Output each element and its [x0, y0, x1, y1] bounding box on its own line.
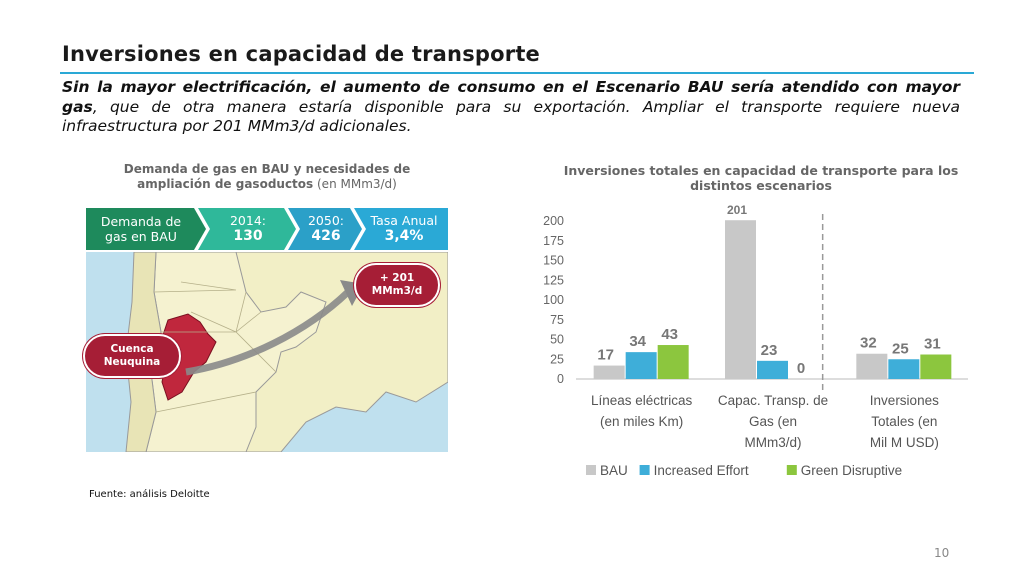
legend-swatch	[586, 465, 596, 475]
increase-bubble-line2: MMm3/d	[371, 285, 423, 297]
y-tick-label: 100	[543, 293, 564, 307]
data-label: 43	[661, 326, 678, 343]
y-tick-label: 75	[550, 313, 564, 327]
x-category-label: Líneas eléctricas	[591, 393, 693, 408]
x-category-label: (en miles Km)	[600, 414, 683, 429]
chevron-rate-label: Tasa Anual	[370, 213, 438, 228]
bar	[593, 365, 625, 379]
data-label: 201	[727, 203, 747, 217]
increase-bubble: + 201 MMm3/d	[354, 263, 440, 307]
y-tick-label: 125	[543, 273, 564, 287]
chevron-rate-value: 3,4%	[384, 228, 424, 244]
data-label: 17	[597, 347, 614, 364]
map-growth-arrow	[185, 289, 351, 376]
data-label: 32	[860, 335, 877, 352]
bar	[625, 352, 657, 379]
subtitle-bold: Sin la mayor electrificación, el aumento…	[62, 78, 960, 116]
basin-bubble-line2: Neuquina	[103, 356, 161, 368]
chevron-2050: 2050: 426	[294, 208, 358, 250]
chevron-2050-label: 2050:	[307, 213, 345, 228]
x-category-label: Totales (en	[871, 414, 937, 429]
bar	[757, 360, 788, 379]
data-label: 23	[761, 342, 778, 359]
bar	[657, 345, 689, 379]
data-label: 0	[797, 360, 805, 377]
y-tick-label: 50	[550, 333, 564, 347]
data-label: 31	[924, 336, 941, 353]
left-panel-title-unit: (en MMm3/d)	[313, 177, 397, 191]
investment-bar-chart: 0 25 50 75 100 125 150 175 200 17 34 43 Líneas eléct…	[543, 203, 968, 478]
y-tick-label: 200	[543, 214, 564, 228]
map-province-borders	[153, 281, 277, 413]
bar	[920, 354, 952, 379]
chevron-2014-value: 130	[233, 228, 263, 244]
bar	[856, 353, 888, 379]
y-tick-label: 150	[543, 254, 564, 268]
legend-label: Increased Effort	[654, 463, 749, 478]
x-category-label: Capac. Transp. de	[718, 393, 828, 408]
chevron-demand-line2: gas en BAU	[105, 229, 177, 244]
chevron-demand: Demanda de gas en BAU	[86, 208, 196, 250]
data-label: 25	[892, 340, 909, 357]
bar	[725, 220, 756, 379]
x-category-label: Inversiones	[870, 393, 939, 408]
legend-label: BAU	[600, 463, 628, 478]
chevron-2050-value: 426	[311, 228, 341, 244]
slide-subtitle: Sin la mayor electrificación, el aumento…	[62, 78, 960, 137]
y-tick-label: 25	[550, 352, 564, 366]
title-divider	[60, 72, 974, 74]
left-panel-title: Demanda de gas en BAU y necesidades de a…	[86, 162, 448, 192]
chevron-2014: 2014: 130	[204, 208, 292, 250]
chevron-shapes	[86, 208, 448, 250]
chevron-shape-0	[86, 208, 206, 250]
legend-label: Green Disruptive	[801, 463, 902, 478]
chevron-shape-1	[198, 208, 296, 250]
y-tick-label: 0	[557, 372, 564, 386]
bar	[888, 359, 920, 379]
increase-bubble-line1: + 201	[379, 272, 415, 284]
left-panel-title-text: Demanda de gas en BAU y necesidades de a…	[123, 162, 411, 191]
chevron-shape-2	[288, 208, 362, 250]
chevron-shape-3	[354, 208, 448, 250]
data-label: 34	[629, 333, 646, 350]
legend-swatch	[639, 465, 650, 475]
source-note: Fuente: análisis Deloitte	[89, 489, 210, 500]
basin-bubble: Cuenca Neuquina	[83, 334, 181, 378]
page-number: 10	[934, 546, 950, 560]
chevron-demand-line1: Demanda de	[100, 214, 182, 229]
chart-title: Inversiones totales en capacidad de tran…	[563, 163, 959, 193]
chevron-annual-rate: Tasa Anual 3,4%	[360, 208, 448, 250]
basin-bubble-line1: Cuenca	[110, 343, 154, 355]
demand-chevrons: Demanda de gas en BAU 2014: 130 2050: 42…	[86, 208, 448, 252]
y-tick-label: 175	[543, 234, 564, 248]
x-category-label: MMm3/d)	[745, 435, 802, 450]
chevron-2014-label: 2014:	[229, 213, 267, 228]
x-category-label: Mil M USD)	[870, 435, 939, 450]
subtitle-rest: , que de otra manera estaría disponible …	[62, 97, 960, 136]
slide-title: Inversiones en capacidad de transporte	[62, 42, 540, 66]
x-category-label: Gas (en	[749, 414, 797, 429]
legend-swatch	[786, 465, 797, 475]
